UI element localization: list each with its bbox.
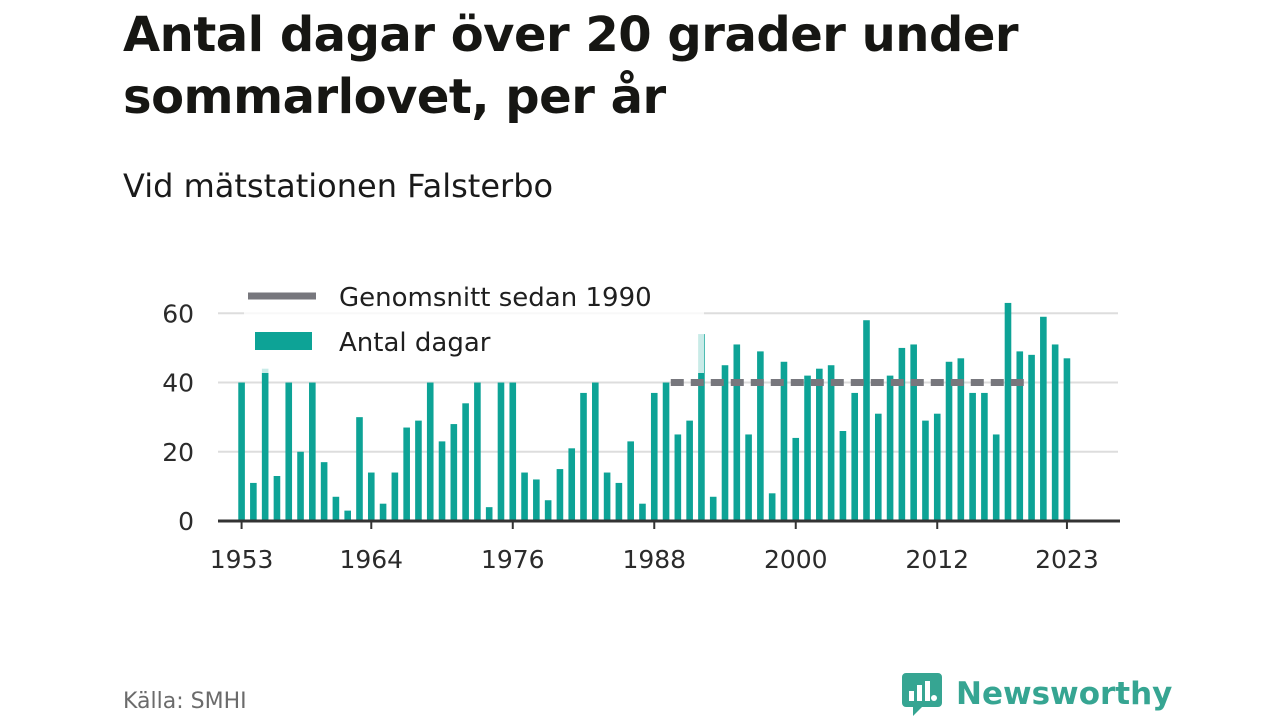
bar-1981 <box>568 448 576 521</box>
bar-2023 <box>1063 358 1071 521</box>
bar-1957 <box>285 382 293 521</box>
bar-1985 <box>615 482 623 521</box>
bar-1972 <box>462 403 469 521</box>
source-note: Källa: SMHI <box>123 689 247 714</box>
bar-chart: 0 20 40 60 1953 1964 1976 1988 2000 2012 2023 Gen… <box>162 283 1120 574</box>
bar-2013 <box>945 361 953 521</box>
bar-1984 <box>603 472 611 521</box>
bar-2005 <box>851 392 859 521</box>
bar-2000 <box>792 437 800 521</box>
bar-2001 <box>804 375 811 521</box>
y-tick-label: 40 <box>162 369 194 398</box>
x-tick-label: 1976 <box>481 545 545 574</box>
bar-2003 <box>827 365 835 521</box>
bar-1953 <box>238 382 245 521</box>
brand-name: Newsworthy <box>956 676 1173 712</box>
bar-1983 <box>592 382 599 521</box>
bar-2009 <box>898 347 906 521</box>
bar-2022 <box>1051 344 1059 521</box>
x-tick-label: 1953 <box>210 545 274 574</box>
y-tick-label: 0 <box>178 507 194 536</box>
bar-1958 <box>297 451 304 521</box>
newsworthy-logo-icon <box>902 673 942 716</box>
bar-1968 <box>415 420 422 521</box>
bar-1991 <box>686 420 693 521</box>
bar-1995 <box>733 344 741 521</box>
bar-1966 <box>391 472 399 521</box>
x-axis-ticks: 1953 1964 1976 1988 2000 2012 2023 <box>210 521 1099 574</box>
bar-1954 <box>250 482 257 521</box>
bar-1965 <box>379 503 387 521</box>
bar-1971 <box>450 424 458 521</box>
legend-bars-swatch <box>255 332 312 350</box>
legend: Genomsnitt sedan 1990 Antal dagar <box>244 283 704 373</box>
bar-2019 <box>1016 351 1024 521</box>
bar-1998 <box>768 493 776 521</box>
bar-1986 <box>627 441 634 521</box>
bar-1989 <box>662 382 670 521</box>
bar-1994 <box>721 365 729 521</box>
bar-1961 <box>332 496 340 521</box>
newsworthy-logo: Newsworthy <box>902 670 1172 718</box>
bar-1978 <box>533 479 540 521</box>
bar-1996 <box>745 434 752 521</box>
bar-2014 <box>957 358 965 521</box>
x-tick-label: 1988 <box>622 545 686 574</box>
legend-average-label: Genomsnitt sedan 1990 <box>339 283 652 313</box>
bar-2015 <box>969 392 976 521</box>
bar-2007 <box>874 413 882 521</box>
bar-2017 <box>992 434 1000 521</box>
bar-2020 <box>1028 354 1035 521</box>
bar-1974 <box>485 507 493 521</box>
x-tick-label: 2000 <box>764 545 828 574</box>
bar-2018 <box>1004 302 1012 521</box>
bar-1982 <box>580 392 587 521</box>
bar-2004 <box>839 431 847 521</box>
bar-2002 <box>816 368 823 521</box>
bar-1990 <box>674 434 682 521</box>
bar-2021 <box>1040 316 1047 521</box>
bar-1992 <box>698 334 705 521</box>
bar-1988 <box>650 392 658 521</box>
bar-1979 <box>544 500 552 521</box>
bar-1962 <box>344 510 352 521</box>
bar-2006 <box>863 320 870 521</box>
bar-1993 <box>709 496 717 521</box>
bar-1980 <box>556 469 564 521</box>
bar-1987 <box>639 503 646 521</box>
bar-1997 <box>757 351 764 521</box>
y-tick-label: 20 <box>162 438 194 467</box>
bar-1960 <box>320 462 328 521</box>
bar-2010 <box>910 344 917 521</box>
x-tick-label: 2012 <box>905 545 969 574</box>
bar-1977 <box>521 472 528 521</box>
legend-bars-label: Antal dagar <box>339 328 491 358</box>
bar-1973 <box>474 382 481 521</box>
y-tick-label: 60 <box>162 299 194 328</box>
x-tick-label: 1964 <box>339 545 403 574</box>
chart-title: Antal dagar över 20 grader under sommarl… <box>123 7 1019 125</box>
bar-2012 <box>933 413 941 521</box>
bar-2016 <box>981 392 988 521</box>
x-tick-label: 2023 <box>1035 545 1099 574</box>
bar-1967 <box>403 427 410 521</box>
bar-1999 <box>780 361 788 521</box>
bar-1976 <box>509 382 517 521</box>
bar-1975 <box>497 382 505 521</box>
bar-2008 <box>886 375 894 521</box>
bar-1969 <box>426 382 434 521</box>
y-axis-tick-labels: 0 20 40 60 <box>162 299 194 536</box>
bar-1964 <box>367 472 375 521</box>
bar-1959 <box>309 382 316 521</box>
bar-2011 <box>922 420 929 521</box>
bar-1955 <box>261 368 269 521</box>
bar-1963 <box>356 417 363 521</box>
chart-subtitle: Vid mätstationen Falsterbo <box>123 167 554 205</box>
bar-series <box>238 302 1071 521</box>
bar-1970 <box>438 441 446 521</box>
bar-1956 <box>273 476 281 521</box>
